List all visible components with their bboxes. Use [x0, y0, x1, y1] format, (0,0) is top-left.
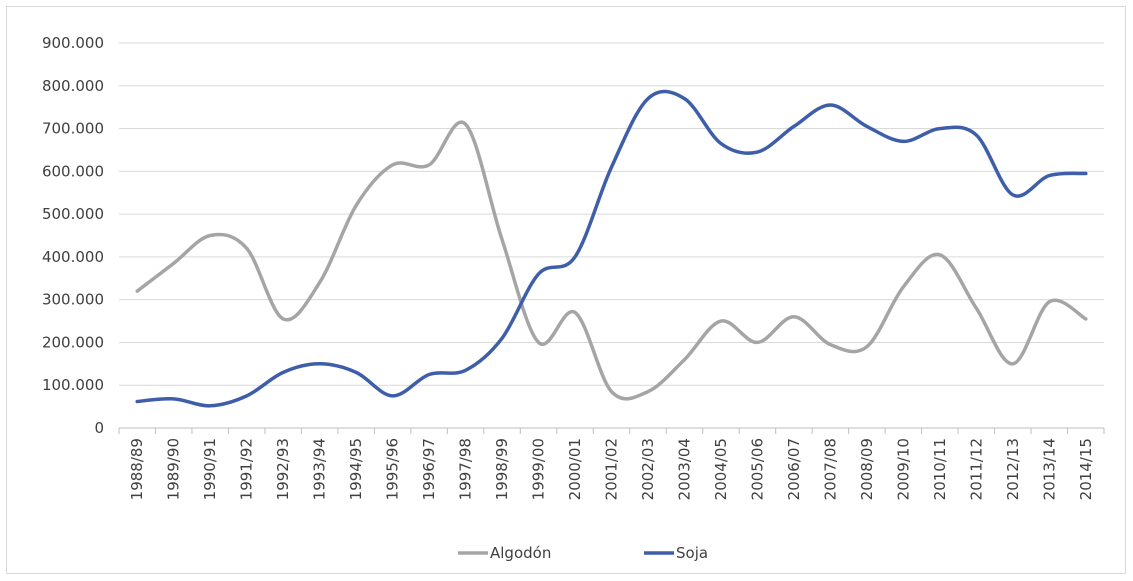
x-tick-label: 1997/98	[457, 438, 475, 500]
x-tick-label: 2012/13	[1004, 438, 1022, 500]
y-tick-label: 700.000	[42, 120, 104, 138]
y-tick-label: 600.000	[42, 162, 104, 180]
gridlines	[119, 42, 1104, 386]
x-tick-label: 1993/94	[311, 438, 329, 500]
legend-label-soja: Soja	[676, 544, 708, 562]
series-lines	[135, 89, 1088, 408]
x-tick-label: 2013/14	[1040, 438, 1058, 500]
x-tick-label: 2009/10	[894, 438, 912, 500]
x-tick-label: 2001/02	[603, 438, 621, 500]
legend: Algodón Soja	[458, 544, 708, 562]
y-tick-label: 800.000	[42, 77, 104, 95]
x-tick-label: 2000/01	[566, 438, 584, 500]
x-tick-label: 2014/15	[1077, 438, 1095, 500]
y-tick-label: 100.000	[42, 376, 104, 394]
x-tick-label: 1998/99	[493, 438, 511, 500]
x-tick-label: 2007/08	[821, 438, 839, 500]
series-line-soja	[135, 89, 1088, 408]
y-axis-tick-labels: 900.000 800.000 700.000 600.000 500.000 400.0…	[42, 34, 104, 437]
y-tick-label: 0	[94, 419, 104, 437]
y-tick-label: 300.000	[42, 291, 104, 309]
x-tick-label: 2011/12	[967, 438, 985, 500]
x-axis-tick-labels: 1988/89 1989/90 1990/91 1991/92 1992/93 1993/…	[128, 438, 1095, 500]
x-tick-label: 1996/97	[420, 438, 438, 500]
x-tick-label: 1994/95	[347, 438, 365, 500]
y-tick-label: 500.000	[42, 205, 104, 223]
x-tick-label: 2004/05	[712, 438, 730, 500]
x-tick-label: 2002/03	[639, 438, 657, 500]
line-chart: 900.000 800.000 700.000 600.000 500.000 400.0…	[42, 34, 1105, 562]
x-tick-label: 2010/11	[931, 438, 949, 500]
x-tick-label: 2008/09	[858, 438, 876, 500]
x-tick-label: 1991/92	[238, 438, 256, 500]
x-tick-label: 2003/04	[675, 438, 693, 500]
x-axis	[118, 427, 1105, 434]
y-tick-label: 400.000	[42, 248, 104, 266]
x-tick-label: 2006/07	[785, 438, 803, 500]
series-line-algodn	[135, 120, 1088, 401]
y-tick-label: 900.000	[42, 34, 104, 52]
legend-label-algodn: Algodón	[490, 544, 551, 562]
x-tick-label: 1992/93	[274, 438, 292, 500]
x-tick-label: 1999/00	[530, 438, 548, 500]
x-tick-label: 1995/96	[384, 438, 402, 500]
x-tick-label: 2005/06	[748, 438, 766, 500]
y-tick-label: 200.000	[42, 333, 104, 351]
x-tick-label: 1988/89	[128, 438, 146, 500]
x-tick-label: 1990/91	[201, 438, 219, 500]
chart-frame: 900.000 800.000 700.000 600.000 500.000 400.0…	[6, 6, 1126, 574]
x-tick-label: 1989/90	[165, 438, 183, 500]
